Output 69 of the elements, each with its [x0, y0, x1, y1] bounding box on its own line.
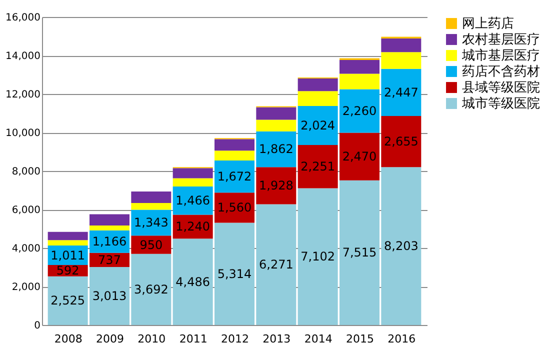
data-label: 8,203: [384, 239, 418, 254]
data-label: 2,470: [342, 150, 377, 164]
y-tick-label: 8,000: [12, 166, 40, 178]
x-tick-label: 2010: [138, 332, 166, 346]
data-label: 1,343: [134, 216, 168, 230]
bar: [131, 203, 172, 210]
bar: [48, 232, 88, 240]
data-label: 1,928: [258, 178, 294, 193]
data-label: 1,011: [50, 248, 86, 262]
data-label: 2,447: [384, 85, 418, 100]
data-label: 2,024: [300, 118, 336, 132]
y-tick-label: 2,000: [12, 282, 40, 293]
x-tick-label: 2016: [388, 332, 416, 346]
data-label: 6,271: [258, 258, 294, 272]
y-tick-label: 16,000: [6, 12, 40, 24]
data-label: 2,251: [300, 160, 336, 174]
data-label: 1,672: [217, 170, 252, 184]
data-label: 592: [56, 264, 80, 278]
y-tick-label: 10,000: [6, 128, 40, 139]
bar: [340, 60, 380, 74]
x-tick-label: 2011: [179, 332, 208, 346]
y-tick-label: 6,000: [12, 205, 40, 216]
bar: [340, 74, 380, 90]
legend-label: 网上药店: [462, 16, 514, 32]
y-tick-label: 12,000: [6, 90, 40, 100]
bar: [381, 38, 422, 52]
y-tick-label: 14,000: [6, 51, 40, 62]
bar: [298, 78, 338, 92]
data-label: 2,655: [384, 134, 418, 149]
data-label: 7,515: [342, 246, 377, 260]
data-label: 1,166: [92, 234, 127, 249]
legend-label: 药店不含药材: [462, 64, 540, 80]
data-label: 4,486: [176, 274, 210, 289]
data-label: 3,013: [92, 289, 127, 303]
bar: [48, 240, 88, 246]
legend-label: 城市基层医疗: [461, 48, 540, 64]
bar: [214, 150, 254, 160]
bar: [172, 178, 213, 187]
data-label: 1,560: [217, 200, 252, 215]
x-tick-label: 2008: [54, 332, 82, 346]
data-label: 7,102: [300, 250, 336, 264]
x-tick-label: 2013: [262, 332, 291, 346]
x-tick-label: 2015: [346, 332, 374, 346]
y-tick-label: 0: [34, 320, 40, 332]
bar: [172, 168, 213, 178]
x-tick-label: 2012: [221, 332, 249, 346]
data-label: 2,525: [50, 294, 86, 308]
data-label: 737: [98, 252, 121, 267]
bar: [90, 214, 130, 226]
legend-label: 农村基层医疗: [462, 32, 540, 48]
y-tick-label: 4,000: [12, 244, 40, 254]
legend-label: 县域等级医院: [462, 80, 540, 96]
bar: [214, 139, 254, 151]
data-label: 950: [140, 238, 163, 252]
bar: [131, 192, 172, 204]
data-label: 3,692: [134, 282, 168, 296]
x-tick-label: 2014: [304, 332, 332, 346]
data-label: 1,240: [176, 220, 210, 234]
data-label: 1,862: [258, 142, 294, 156]
bar: [298, 91, 338, 106]
data-label: 2,260: [342, 104, 377, 118]
data-label: 5,314: [217, 266, 252, 281]
bar: [381, 52, 422, 69]
x-tick-label: 2009: [96, 332, 124, 346]
data-label: 1,466: [176, 194, 210, 208]
bar: [256, 120, 296, 132]
bar: [256, 107, 296, 120]
bar: [90, 226, 130, 230]
legend-label: 城市等级医院: [461, 96, 540, 112]
